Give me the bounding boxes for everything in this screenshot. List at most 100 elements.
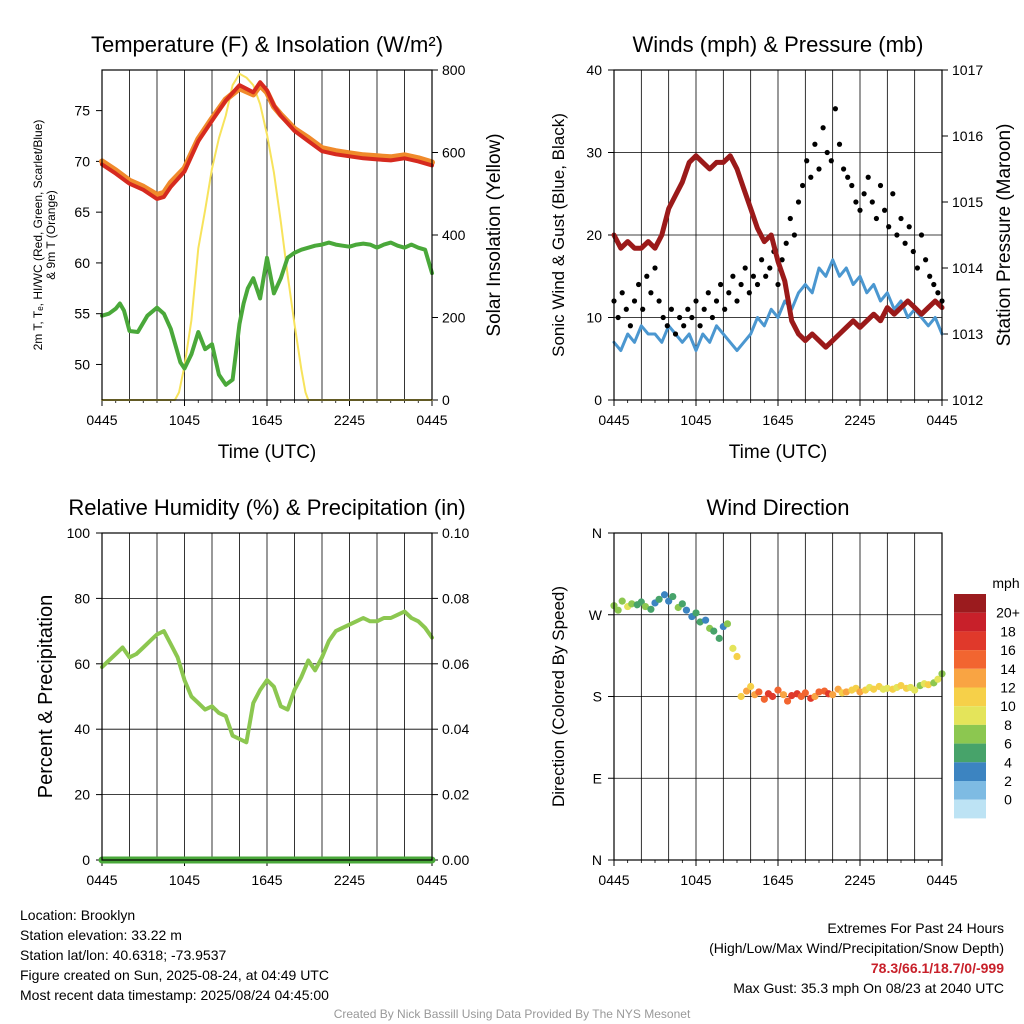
dir-frame: [613, 532, 943, 861]
y-tick-label: 30: [586, 145, 602, 161]
y2-tick-label: 200: [442, 310, 466, 326]
y-tick-label: 10: [586, 310, 602, 326]
gust-point: [877, 182, 884, 189]
direction-point: [883, 684, 891, 692]
x-tick-label: 0445: [416, 412, 447, 428]
gust-point: [767, 265, 773, 271]
location-text: Location: Brooklyn: [20, 907, 136, 923]
elevation-text: Station elevation: 33.22 m: [20, 927, 182, 943]
y2-tick-label: 0: [442, 392, 450, 408]
gust-point: [623, 306, 629, 312]
gust-point: [931, 281, 937, 288]
legend-label: 20+: [996, 605, 1020, 621]
direction-point: [618, 597, 626, 605]
gust-point: [902, 240, 908, 246]
pressure-line: [611, 153, 945, 350]
gust-point: [685, 306, 691, 312]
solar-line: [101, 72, 433, 401]
x-tick-label: 1045: [680, 412, 711, 428]
direction-point: [760, 695, 768, 703]
gust-point: [832, 106, 839, 112]
gust-point: [664, 323, 670, 329]
latlon-text: Station lat/lon: 40.6318; -73.9537: [20, 947, 227, 963]
max-gust-text: Max Gust: 35.3 mph On 08/23 at 2040 UTC: [733, 980, 1004, 996]
direction-point: [911, 686, 919, 694]
gust-point: [689, 314, 695, 321]
gust-point: [681, 323, 687, 329]
gust-point: [713, 298, 720, 304]
direction-point: [924, 681, 932, 689]
legend-swatch: [954, 668, 986, 688]
legend-label: 6: [1004, 736, 1012, 752]
direction-point: [647, 605, 655, 613]
gust-point: [914, 265, 921, 271]
extremes-title: Extremes For Past 24 Hours: [827, 920, 1004, 936]
gust-point: [910, 248, 916, 255]
direction-point: [660, 591, 669, 599]
y2-tick-label: 1012: [952, 392, 983, 408]
gust-point: [759, 257, 765, 263]
gust-point: [619, 290, 625, 296]
gust-point: [841, 166, 847, 172]
legend-swatch: [954, 762, 986, 781]
gust-point: [656, 298, 662, 304]
direction-point: [733, 652, 741, 661]
legend-swatch: [954, 594, 986, 613]
gust-point: [898, 215, 904, 222]
gust-point: [836, 141, 843, 147]
gust-point: [918, 232, 925, 238]
legend-label: 8: [1004, 717, 1012, 733]
direction-point: [682, 606, 691, 614]
x-tick-label: 1045: [169, 872, 200, 888]
gust-point: [845, 174, 851, 180]
x-tick-label: 0445: [926, 872, 957, 888]
direction-point: [710, 627, 718, 635]
y-tick-label: N: [592, 525, 602, 541]
direction-point: [669, 592, 677, 601]
y-tick-label: N: [592, 852, 602, 868]
direction-point: [829, 691, 837, 699]
legend-label: 2: [1004, 773, 1012, 789]
direction-point: [614, 606, 622, 614]
gust-point: [824, 149, 830, 156]
gust-point: [718, 281, 724, 288]
y-tick-label: W: [589, 607, 603, 623]
legend-swatch: [954, 781, 986, 800]
direction-point: [729, 644, 737, 652]
created-text: Figure created on Sun, 2025-08-24, at 04…: [20, 967, 329, 983]
legend-label: 14: [1000, 661, 1016, 677]
gust-point: [697, 323, 703, 329]
direction-point: [815, 688, 823, 696]
gust-point: [853, 199, 859, 205]
gust-point: [701, 306, 707, 312]
gust-point: [808, 174, 814, 180]
rh-ylabel: Percent & Precipitation: [35, 595, 57, 798]
legend-swatch: [954, 743, 986, 763]
gust-point: [812, 141, 818, 147]
direction-point: [747, 682, 755, 691]
y-tick-label: 75: [74, 103, 90, 119]
x-tick-label: 2245: [334, 412, 365, 428]
y-tick-label: 80: [74, 590, 90, 606]
temp-title: Temperature (F) & Insolation (W/m²): [91, 32, 443, 57]
y2-tick-label: 0.10: [442, 525, 469, 541]
gust-point: [742, 265, 748, 271]
dir-chart: Wind Direction N E S W N 0445 1045 1645 2245 0445 D…: [549, 495, 1020, 888]
x-tick-label: 0445: [86, 412, 117, 428]
legend-label: 0: [1004, 792, 1012, 808]
y2-tick-label: 1017: [952, 62, 983, 78]
gust-point: [861, 191, 867, 197]
y-tick-label: 60: [74, 656, 90, 672]
legend-swatch: [954, 724, 986, 744]
wind-frame: [613, 69, 943, 401]
temp-line: [100, 80, 434, 201]
dir-ylabel: Direction (Colored By Speed): [549, 586, 568, 807]
direction-point: [779, 691, 788, 699]
gust-point: [849, 182, 855, 189]
recent-data-text: Most recent data timestamp: 2025/08/24 0…: [20, 987, 329, 1003]
legend-label: 16: [1000, 642, 1016, 658]
gust-point: [865, 174, 871, 180]
temp-ylabel: 2m T, Tₑ, HI/WC (Red, Green, Scarlet/Blu…: [31, 120, 58, 351]
gust-point: [672, 331, 679, 337]
direction-point: [678, 600, 686, 608]
